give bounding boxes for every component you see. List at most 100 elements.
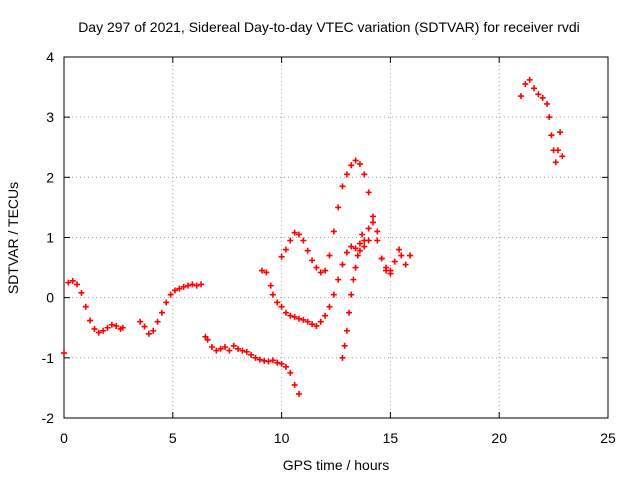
data-point [378,255,385,262]
data-point [526,76,533,83]
data-point [300,316,307,323]
data-point [287,237,294,244]
grid-lines [64,57,608,418]
data-point [278,303,285,310]
data-point [113,322,120,329]
data-point [180,283,187,290]
data-point [137,318,144,325]
x-tick-label: 0 [60,430,68,446]
data-point [544,100,551,107]
data-point [296,231,303,238]
data-point [291,313,298,320]
data-point [313,322,320,329]
data-series [61,76,566,397]
data-point [350,276,357,283]
data-point [339,354,346,361]
x-tick-label: 10 [274,430,290,446]
data-point [282,309,289,316]
y-axis-label: SDTVAR / TECUs [5,182,21,294]
data-point [317,269,324,276]
data-point [361,171,368,178]
data-point [546,114,553,121]
data-point [82,303,89,310]
data-point [330,228,337,235]
data-point [554,147,561,154]
data-point [531,85,538,92]
data-point [313,264,320,271]
data-point [365,189,372,196]
data-point [309,257,316,264]
data-point [171,287,178,294]
data-point [383,264,390,271]
data-point [269,291,276,298]
data-point [296,315,303,322]
data-point [359,231,366,238]
data-point [222,344,229,351]
y-tick-label: -1 [42,350,55,366]
data-point [348,243,355,250]
data-point [208,344,215,351]
data-point [304,318,311,325]
y-tick-label: -2 [42,410,55,426]
data-point [348,162,355,169]
data-point [141,323,148,330]
data-point [204,336,211,343]
y-tick-label: 0 [46,290,54,306]
data-point [154,318,161,325]
data-point [252,354,259,361]
data-point [365,225,372,232]
data-point [282,363,289,370]
data-point [548,132,555,139]
data-point [278,253,285,260]
data-point [352,264,359,271]
data-point [267,282,274,289]
data-point [230,342,237,349]
y-tick-label: 2 [46,169,54,185]
data-point [104,324,111,331]
data-point [300,237,307,244]
data-point [91,325,98,332]
data-point [78,289,85,296]
x-tick-label: 20 [491,430,507,446]
data-point [374,237,381,244]
data-point [406,252,413,259]
data-point [343,327,350,334]
data-point [369,213,376,220]
data-point [65,279,72,286]
data-point [150,327,157,334]
data-point [322,312,329,319]
data-point [304,247,311,254]
data-point [398,252,405,259]
data-point [217,345,224,352]
data-point [176,285,183,292]
x-tick-label: 25 [600,430,616,446]
data-point [282,246,289,253]
data-point [391,258,398,265]
data-point [330,291,337,298]
data-point [269,357,276,364]
data-point [259,267,266,274]
y-tick-label: 4 [46,49,54,65]
axis-ticks: 0 5 10 15 20 25 -2 -1 0 1 2 3 4 [42,49,616,446]
y-tick-label: 3 [46,109,54,125]
data-point [108,321,115,328]
data-point [356,161,363,168]
data-point [202,333,209,340]
data-point [322,267,329,274]
data-point [235,345,242,352]
data-point [185,282,192,289]
data-point [517,93,524,100]
data-point [296,390,303,397]
data-point [361,243,368,250]
x-tick-label: 5 [169,430,177,446]
data-point [361,237,368,244]
y-tick-label: 1 [46,230,54,246]
data-point [74,281,81,288]
data-point [539,94,546,101]
data-point [402,261,409,268]
data-point [346,309,353,316]
data-point [274,299,281,306]
data-point [356,247,363,254]
data-point [243,348,250,355]
